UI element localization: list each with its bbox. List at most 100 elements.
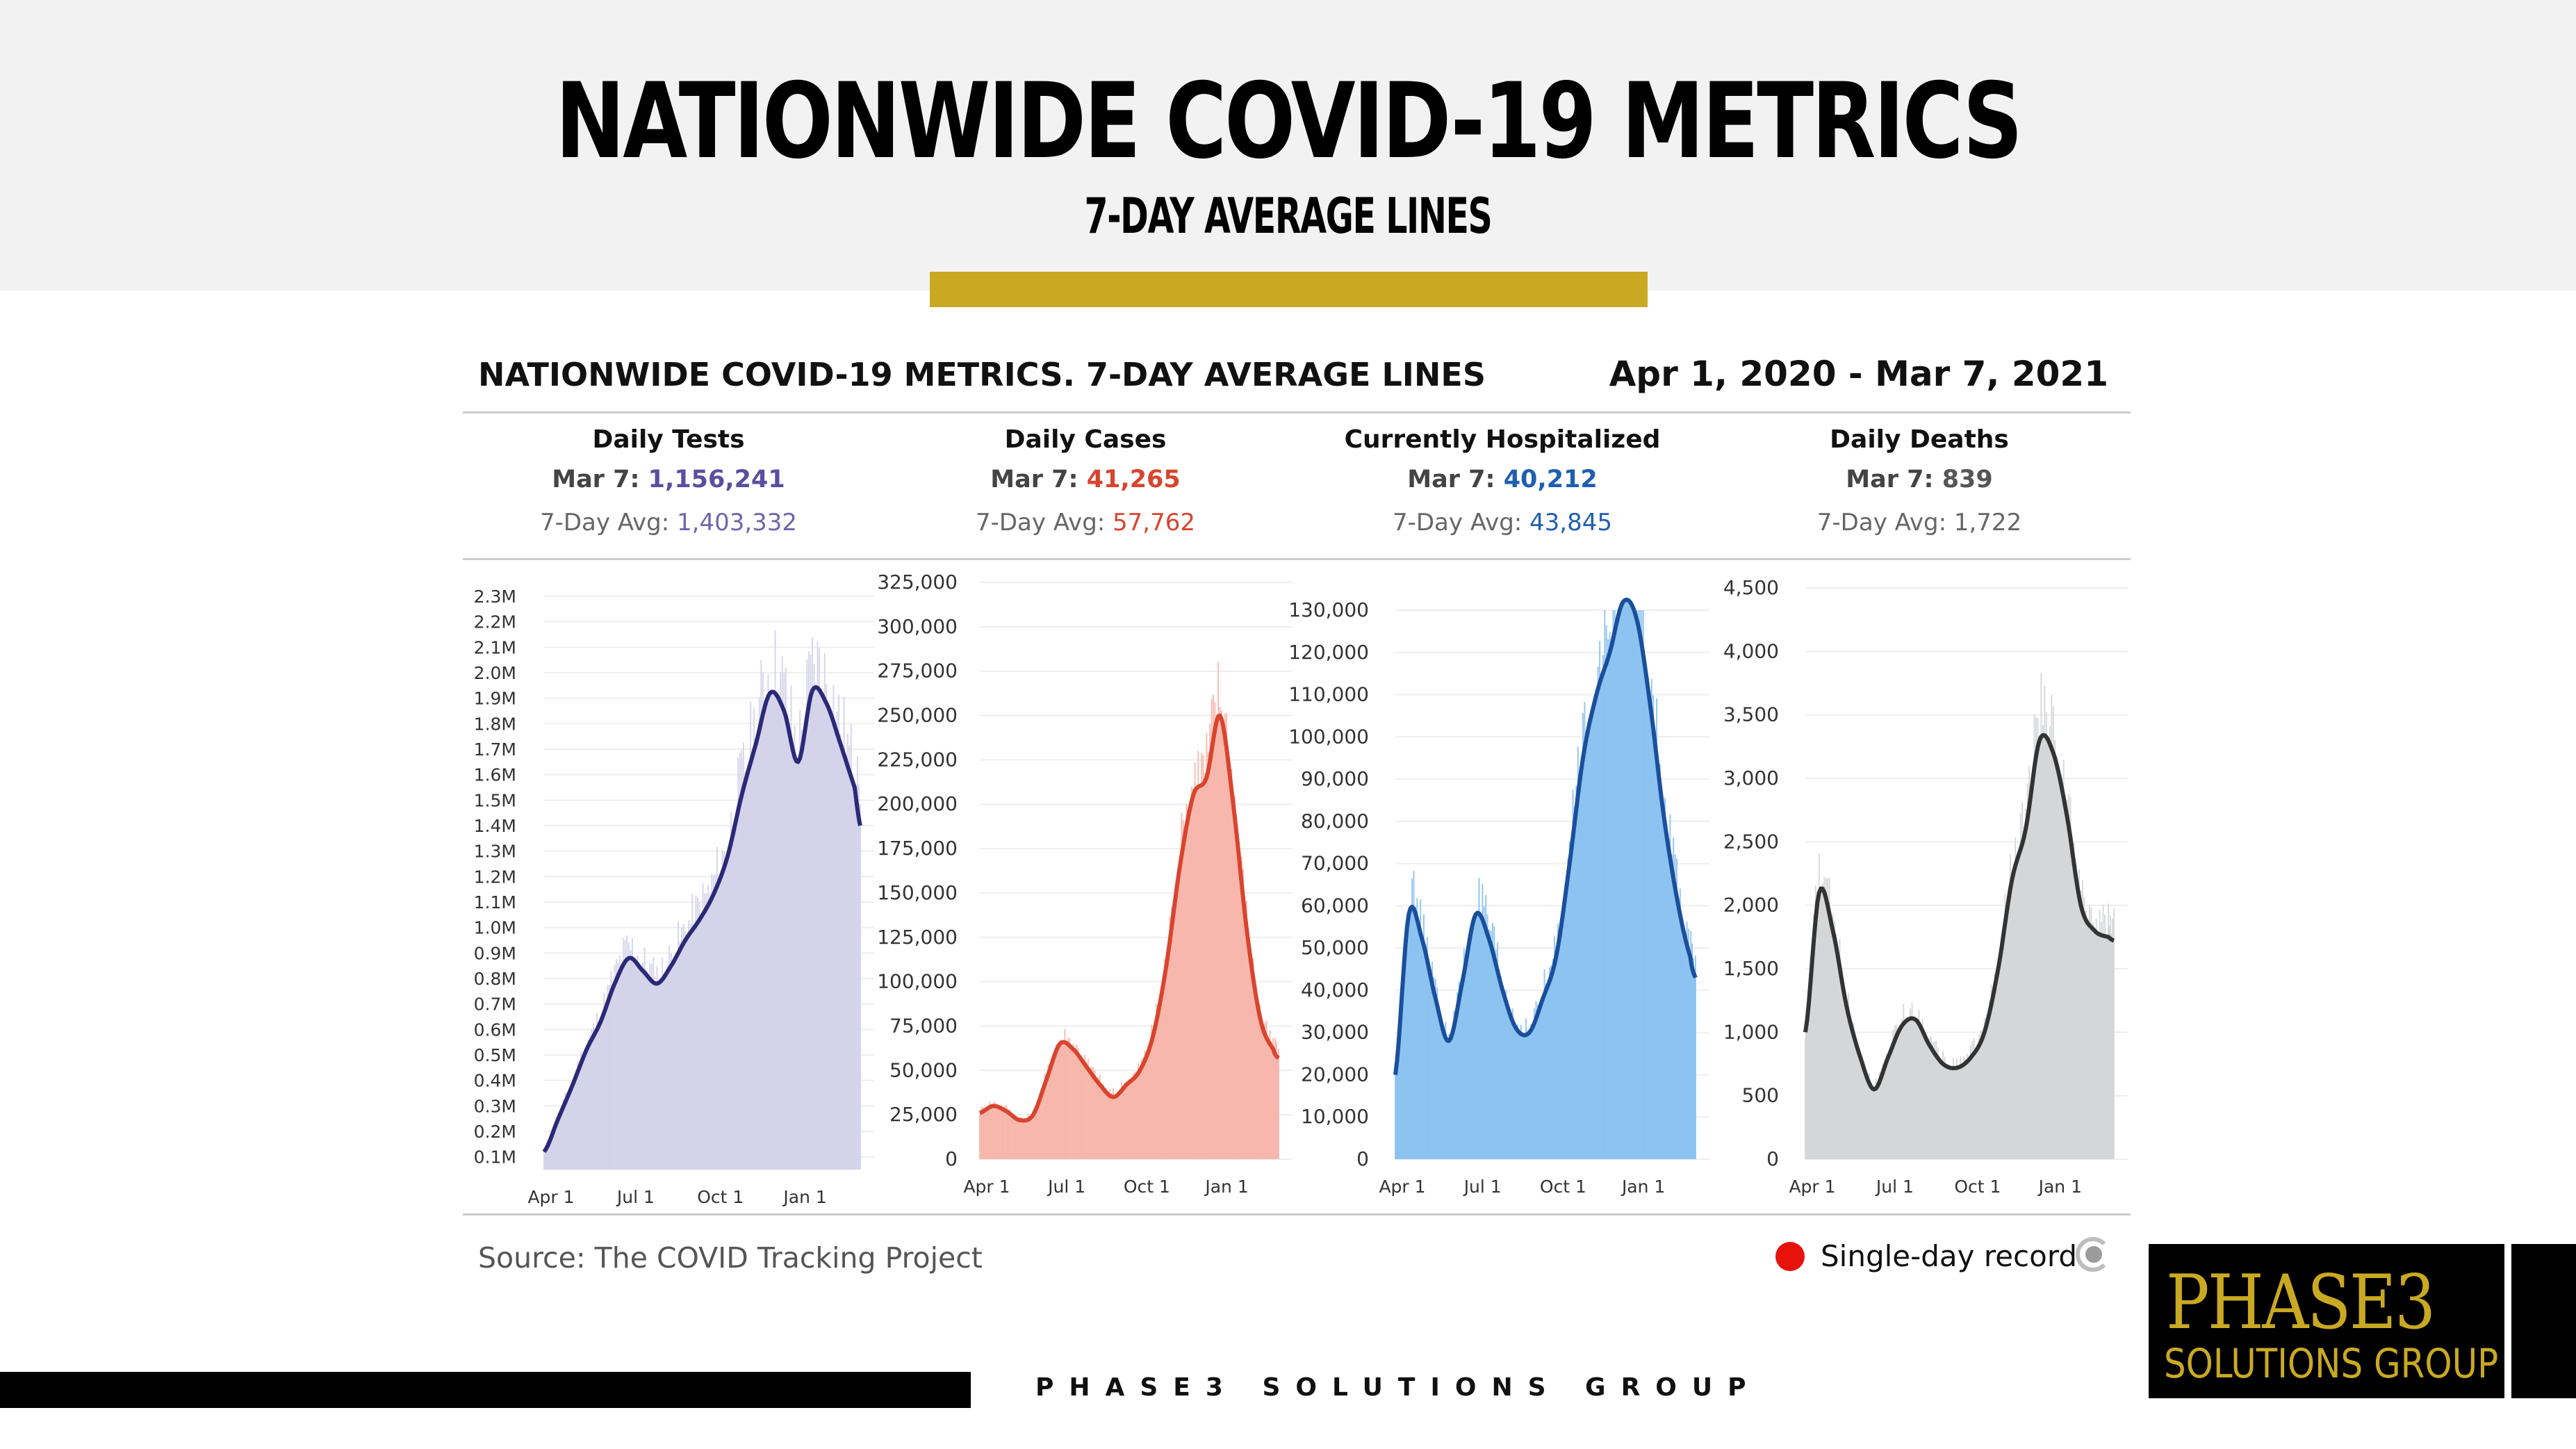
record-dot-icon	[1775, 1242, 1805, 1271]
y-tick-label: 3,000	[1723, 767, 1779, 789]
legend-label: Single-day record	[1821, 1239, 2078, 1273]
y-tick-label: 300,000	[877, 615, 958, 638]
y-tick-label: 0.8M	[474, 969, 516, 989]
x-tick-label: Jan 1	[1621, 1177, 1665, 1197]
logo-main-text: PHASE3	[2166, 1259, 2436, 1346]
y-tick-label: 100,000	[877, 970, 958, 993]
x-tick-label: Apr 1	[1789, 1177, 1835, 1197]
x-tick-label: Oct 1	[1124, 1177, 1170, 1197]
y-tick-label: 0.1M	[474, 1147, 516, 1168]
x-tick-label: Jul 1	[616, 1187, 655, 1207]
x-tick-label: Jan 1	[1204, 1177, 1248, 1197]
slide-title: NATIONWIDE COVID-19 METRICS	[555, 61, 2023, 182]
y-tick-label: 1,500	[1723, 957, 1779, 980]
y-tick-label: 0.9M	[474, 943, 516, 963]
panel-title: NATIONWIDE COVID-19 METRICS. 7-DAY AVERA…	[478, 356, 1486, 393]
divider	[463, 558, 2131, 560]
y-tick-label: 1.6M	[474, 765, 516, 785]
source-note: Source: The COVID Tracking Project	[478, 1241, 983, 1275]
y-tick-label: 1.7M	[474, 739, 516, 760]
loading-ring-icon	[2075, 1237, 2106, 1272]
metric-daily-cases: Daily Cases Mar 7: 41,265 7-Day Avg: 57,…	[891, 425, 1280, 537]
y-tick-label: 1.4M	[474, 816, 516, 836]
y-tick-label: 110,000	[1288, 683, 1369, 706]
footer-bar	[0, 1372, 971, 1408]
metric-name: Daily Cases	[1004, 425, 1167, 454]
y-tick-label: 2.1M	[474, 637, 516, 657]
metric-name: Daily Tests	[592, 425, 745, 454]
x-tick-label: Oct 1	[1540, 1177, 1586, 1197]
y-tick-label: 25,000	[889, 1103, 958, 1126]
x-tick-label: Jul 1	[1047, 1177, 1085, 1197]
y-tick-label: 2.2M	[474, 612, 516, 632]
metric-today-label: Mar 7:	[990, 466, 1087, 493]
divider	[463, 1213, 2131, 1215]
y-tick-label: 120,000	[1288, 641, 1369, 664]
metric-today-value: 1,156,241	[648, 466, 785, 493]
y-tick-label: 0.3M	[474, 1096, 516, 1116]
avg-line	[1393, 597, 1698, 1075]
y-tick-label: 3,500	[1723, 703, 1779, 726]
y-tick-label: 250,000	[877, 704, 958, 727]
y-tick-label: 500	[1742, 1084, 1779, 1107]
y-tick-label: 40,000	[1301, 979, 1369, 1001]
x-tick-label: Jan 1	[2037, 1177, 2082, 1197]
metric-avg-value: 1,722	[1953, 509, 2022, 537]
header-band	[0, 0, 2576, 290]
y-tick-label: 0.2M	[474, 1122, 516, 1142]
x-tick-label: Jul 1	[1463, 1177, 1502, 1197]
y-tick-label: 75,000	[889, 1014, 958, 1037]
y-tick-label: 2,500	[1723, 830, 1779, 853]
slide-subtitle: 7-DAY AVERAGE LINES	[1084, 188, 1493, 245]
y-tick-label: 275,000	[877, 660, 958, 682]
y-tick-label: 70,000	[1301, 852, 1369, 875]
metric-avg-label: 7-Day Avg:	[1392, 509, 1530, 537]
footer-text: PHASE3 SOLUTIONS GROUP	[1035, 1373, 1762, 1402]
y-tick-label: 1.5M	[474, 790, 516, 810]
y-tick-label: 0	[945, 1147, 958, 1170]
metric-avg-label: 7-Day Avg:	[1816, 509, 1954, 537]
metric-today-label: Mar 7:	[1407, 466, 1504, 493]
y-tick-label: 50,000	[889, 1058, 958, 1081]
y-tick-label: 30,000	[1301, 1021, 1369, 1044]
y-tick-label: 100,000	[1288, 725, 1369, 748]
y-tick-label: 90,000	[1301, 767, 1369, 790]
x-tick-label: Oct 1	[697, 1187, 744, 1207]
y-tick-label: 150,000	[877, 881, 958, 904]
y-tick-label: 0.5M	[474, 1045, 516, 1065]
y-tick-label: 325,000	[877, 571, 958, 593]
x-tick-label: Apr 1	[1379, 1177, 1425, 1197]
metric-today-value: 839	[1942, 466, 1993, 493]
y-tick-label: 1,000	[1723, 1020, 1779, 1043]
avg-line	[542, 685, 862, 1154]
logo-side-block	[2511, 1244, 2576, 1398]
y-tick-label: 0.7M	[474, 994, 516, 1015]
metric-today-label: Mar 7:	[552, 466, 648, 493]
y-tick-label: 200,000	[877, 792, 958, 815]
y-tick-label: 0.6M	[474, 1020, 516, 1040]
avg-line	[1803, 732, 2115, 1092]
y-tick-label: 1.2M	[474, 867, 516, 887]
y-tick-label: 2.3M	[474, 587, 516, 607]
y-tick-label: 130,000	[1288, 598, 1369, 621]
y-tick-label: 1.9M	[474, 689, 516, 709]
y-tick-label: 4,000	[1723, 639, 1779, 662]
y-tick-label: 1.8M	[474, 714, 516, 734]
metric-avg-label: 7-Day Avg:	[975, 509, 1113, 537]
y-tick-label: 60,000	[1301, 894, 1369, 917]
x-tick-label: Oct 1	[1954, 1177, 2001, 1197]
metric-daily-tests: Daily Tests Mar 7: 1,156,241 7-Day Avg: …	[474, 425, 863, 537]
y-tick-label: 2,000	[1723, 894, 1779, 917]
x-tick-label: Apr 1	[963, 1177, 1010, 1197]
metric-today-value: 41,265	[1086, 466, 1181, 493]
y-tick-label: 0	[1356, 1147, 1369, 1170]
y-tick-label: 1.0M	[474, 918, 516, 938]
metric-avg-label: 7-Day Avg:	[539, 509, 678, 537]
y-tick-label: 2.0M	[474, 663, 516, 683]
company-logo: PHASE3 SOLUTIONS GROUP	[2149, 1244, 2504, 1398]
metric-avg-value: 57,762	[1113, 509, 1196, 537]
metric-currently-hospitalized: Currently Hospitalized Mar 7: 40,212 7-D…	[1308, 425, 1697, 537]
y-tick-label: 0	[1766, 1147, 1779, 1170]
date-range: Apr 1, 2020 - Mar 7, 2021	[1609, 354, 2108, 394]
metric-today-value: 40,212	[1503, 466, 1598, 493]
